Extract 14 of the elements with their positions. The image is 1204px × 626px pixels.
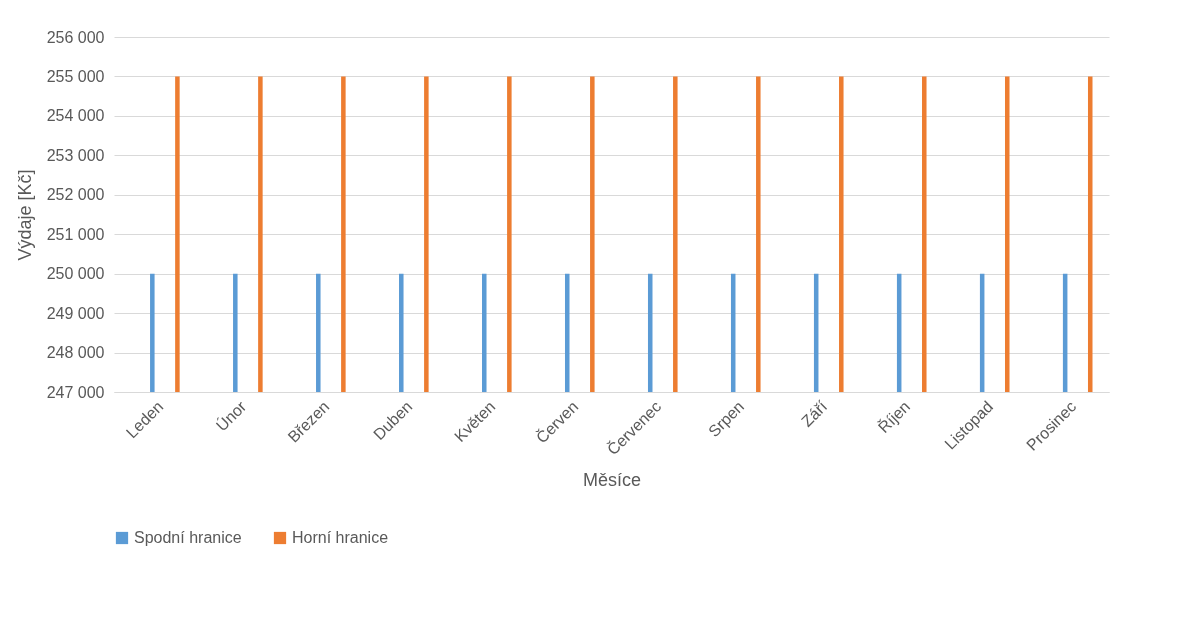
x-axis-title: Měsíce	[582, 470, 642, 491]
y-tick-label: 254 000	[46, 107, 105, 125]
y-tick-label: 255 000	[46, 67, 105, 85]
legend-label: Spodní hranice	[134, 529, 242, 546]
y-tick-label: 250 000	[46, 265, 105, 283]
y-tick-label: 249 000	[46, 304, 105, 322]
y-tick-label: 252 000	[46, 186, 105, 204]
y-tick-label: 247 000	[46, 383, 105, 401]
y-tick-label: 251 000	[46, 225, 105, 243]
y-tick-label: 248 000	[46, 344, 105, 362]
y-tick-label: 256 000	[46, 28, 105, 46]
y-axis-title: Výdaje [Kč]	[14, 169, 35, 261]
legend-label: Horní hranice	[292, 529, 389, 546]
y-tick-label: 253 000	[46, 146, 105, 164]
